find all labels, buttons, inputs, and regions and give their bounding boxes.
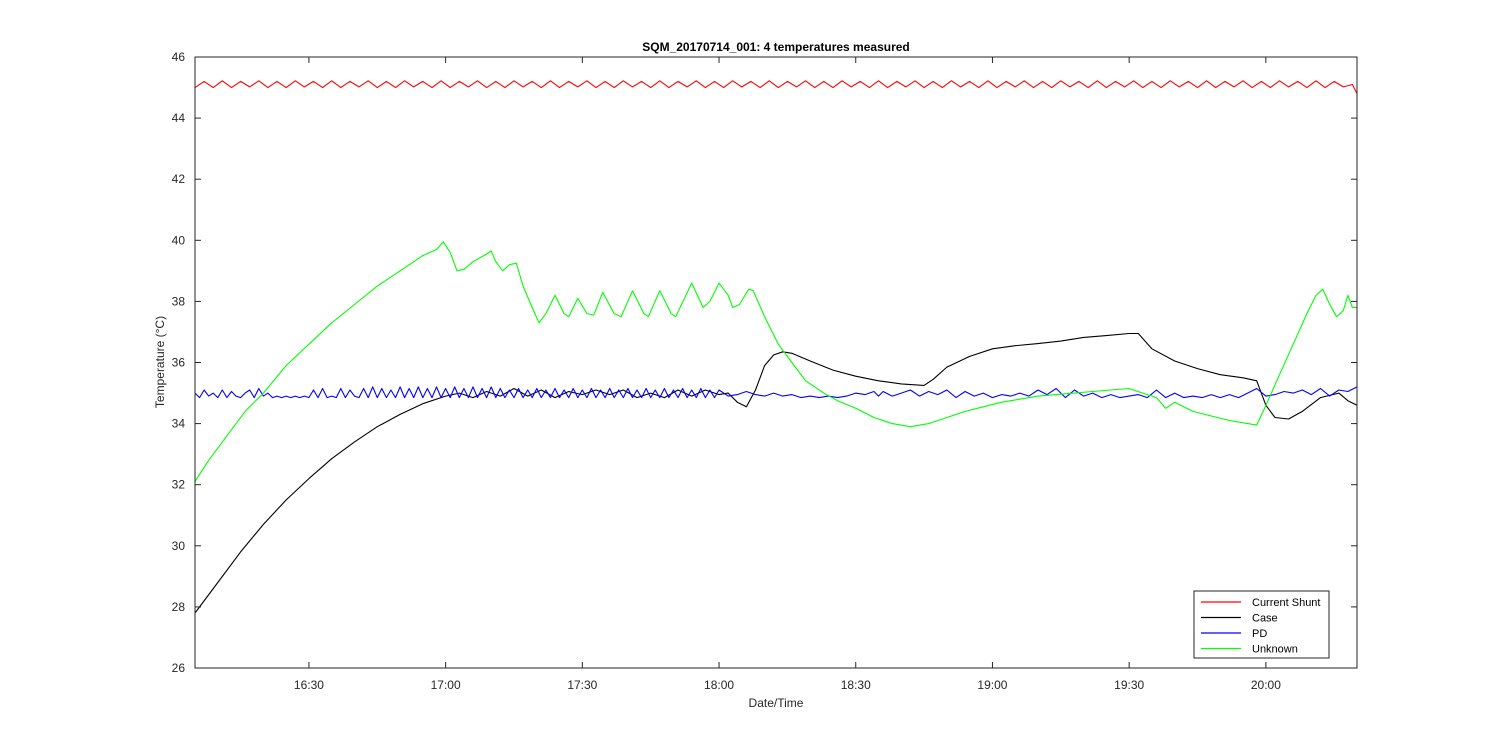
y-tick-label: 28 bbox=[172, 600, 186, 614]
y-tick-label: 36 bbox=[172, 356, 186, 370]
x-tick-label: 20:00 bbox=[1251, 678, 1281, 692]
y-tick-label: 44 bbox=[172, 111, 186, 125]
legend: Current Shunt Case PD Unknown bbox=[1193, 590, 1330, 659]
x-tick-label: 17:00 bbox=[431, 678, 461, 692]
x-tick-label: 19:30 bbox=[1114, 678, 1144, 692]
x-tick-label: 18:00 bbox=[704, 678, 734, 692]
legend-label-pd: PD bbox=[1252, 628, 1267, 640]
x-tick-label: 18:30 bbox=[841, 678, 871, 692]
y-tick-label: 46 bbox=[172, 50, 186, 64]
y-tick-label: 30 bbox=[172, 539, 186, 553]
series-line-current-shunt bbox=[194, 80, 1358, 94]
series-line-unknown bbox=[194, 241, 1357, 482]
plot-area bbox=[195, 57, 1357, 668]
y-tick-label: 40 bbox=[172, 233, 186, 247]
x-axis: 16:30 17:00 17:30 18:00 18:30 19:00 19:30 20:00 bbox=[294, 57, 1281, 692]
x-tick-label: 16:30 bbox=[294, 678, 324, 692]
legend-label-current-shunt: Current Shunt bbox=[1252, 597, 1320, 609]
x-tick-label: 19:00 bbox=[977, 678, 1007, 692]
series-line-case bbox=[194, 332, 1358, 614]
y-tick-label: 38 bbox=[172, 294, 186, 308]
legend-label-unknown: Unknown bbox=[1252, 644, 1298, 656]
y-axis-label: Temperature (°C) bbox=[153, 316, 167, 408]
y-tick-label: 42 bbox=[172, 172, 186, 186]
y-tick-label: 26 bbox=[172, 661, 186, 675]
x-axis-label: Date/Time bbox=[749, 696, 804, 710]
y-tick-label: 34 bbox=[172, 417, 186, 431]
legend-label-case: Case bbox=[1252, 613, 1278, 625]
series-line-pd bbox=[194, 386, 1358, 399]
y-tick-label: 32 bbox=[172, 478, 186, 492]
x-tick-label: 17:30 bbox=[567, 678, 597, 692]
series-layer bbox=[194, 80, 1358, 614]
y-axis: 26 28 30 32 34 36 38 40 42 44 46 bbox=[172, 50, 1357, 675]
chart-title: SQM_20170714_001: 4 temperatures measure… bbox=[642, 40, 910, 54]
